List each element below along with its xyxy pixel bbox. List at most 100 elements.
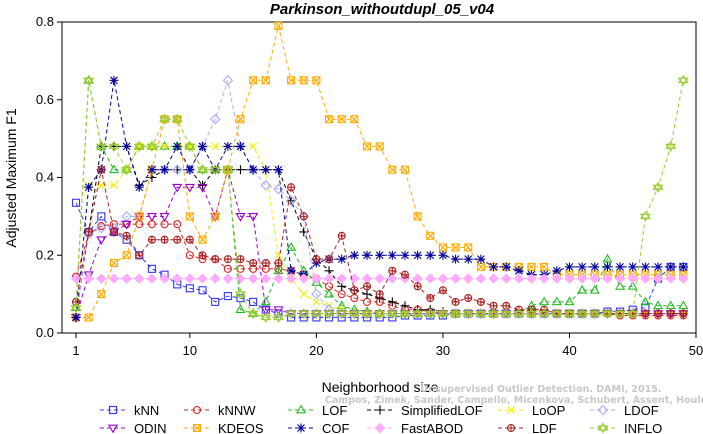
data-point <box>159 213 170 222</box>
data-point <box>109 220 119 229</box>
data-point <box>198 251 207 260</box>
data-point <box>666 262 676 272</box>
data-point <box>438 243 447 252</box>
legend-marker <box>296 423 306 433</box>
data-point <box>362 289 372 299</box>
legend-label: LOF <box>322 403 347 418</box>
legend-marker <box>107 424 119 434</box>
data-point <box>450 273 461 284</box>
data-point <box>248 165 258 175</box>
data-point <box>640 273 651 284</box>
data-point <box>184 273 196 284</box>
data-point <box>84 182 94 192</box>
data-point <box>438 250 448 260</box>
data-point <box>83 273 94 284</box>
data-point <box>463 254 473 264</box>
x-tick-label: 30 <box>436 343 450 358</box>
y-tick-label: 0.8 <box>36 14 54 29</box>
data-point <box>160 235 169 244</box>
data-point <box>71 198 81 207</box>
data-point <box>462 308 474 320</box>
data-point <box>159 113 171 125</box>
data-point <box>299 227 309 237</box>
data-point <box>451 254 461 264</box>
data-point <box>399 308 411 320</box>
data-point <box>526 273 537 284</box>
data-point <box>223 264 232 273</box>
data-point <box>210 213 221 222</box>
data-point <box>184 183 195 193</box>
data-point <box>678 273 689 284</box>
legend-label: kNNW <box>218 403 256 418</box>
data-point <box>299 212 308 221</box>
series-fastabod <box>70 273 689 284</box>
data-point <box>260 296 271 306</box>
data-point <box>374 273 385 284</box>
data-point <box>312 298 321 306</box>
data-point <box>274 258 283 268</box>
data-point <box>325 255 334 264</box>
data-point <box>665 300 676 310</box>
data-point <box>273 306 284 316</box>
legend-label: KDEOS <box>218 421 264 434</box>
data-point <box>375 142 384 151</box>
data-point <box>196 164 209 176</box>
data-point <box>538 273 550 284</box>
data-point <box>476 297 485 306</box>
data-point <box>349 250 359 260</box>
data-point <box>310 308 322 320</box>
legend-label: LoOP <box>532 403 565 418</box>
data-point <box>652 273 664 284</box>
data-point <box>260 179 272 191</box>
data-point <box>209 113 221 125</box>
legend-label: SimplifiedLOF <box>401 403 483 418</box>
data-point <box>464 293 473 303</box>
data-point <box>108 140 120 152</box>
data-point <box>261 165 271 175</box>
legend-marker <box>374 422 386 434</box>
data-point <box>362 142 372 151</box>
data-point <box>615 262 625 272</box>
data-point <box>679 309 688 318</box>
data-point <box>299 76 308 85</box>
data-point <box>602 273 613 284</box>
data-point <box>413 250 423 260</box>
data-point <box>121 273 132 284</box>
data-point <box>641 309 650 318</box>
data-point <box>172 141 182 151</box>
data-point <box>349 304 360 314</box>
data-point <box>653 262 663 272</box>
data-point <box>83 74 95 86</box>
data-point <box>260 306 271 316</box>
legend-item: kNN <box>100 403 159 418</box>
y-tick-label: 0.0 <box>36 325 54 340</box>
data-point <box>133 140 145 152</box>
data-point <box>413 212 422 221</box>
data-point <box>665 273 676 284</box>
data-point <box>476 254 486 264</box>
data-point <box>375 290 384 299</box>
data-point <box>424 308 436 320</box>
data-point <box>525 308 538 320</box>
data-point <box>146 213 157 222</box>
data-point <box>197 183 208 193</box>
data-point <box>312 255 321 264</box>
legend-marker <box>192 405 202 415</box>
data-point <box>350 286 359 295</box>
legend-marker <box>597 422 609 434</box>
legend-item: LOF <box>288 403 347 418</box>
data-point <box>198 141 208 151</box>
data-point <box>602 262 612 272</box>
x-axis-label: Neighborhood size <box>322 379 439 395</box>
legend-item: COF <box>288 421 350 434</box>
series-line <box>75 167 684 318</box>
watermark-line-2: Campos, Zimek, Sander, Campello, Micenko… <box>325 395 703 406</box>
data-point <box>640 262 650 272</box>
data-point <box>425 250 435 260</box>
data-point <box>375 250 385 260</box>
data-point <box>640 296 651 306</box>
data-point <box>173 235 182 244</box>
chart-title: Parkinson_withoutdupl_05_v04 <box>270 1 495 18</box>
data-point <box>348 308 360 320</box>
